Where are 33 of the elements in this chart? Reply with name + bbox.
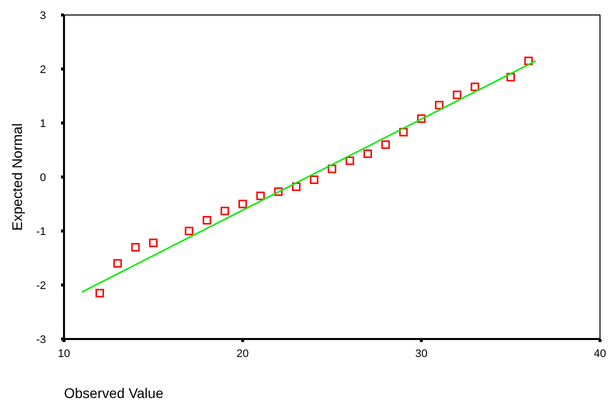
point [292,182,301,191]
y-tick-label: -1 [36,226,46,238]
x-axis-title: Observed Value [64,385,164,401]
y-tick-label: -2 [36,280,46,292]
x-tick-label: 20 [236,348,249,360]
point [328,164,336,174]
point [452,90,462,100]
point [256,192,265,200]
y-tick-label: 3 [40,10,46,22]
point [470,82,480,92]
x-tick-label: 30 [415,348,428,360]
point [149,238,158,248]
y-axis-title: Expected Normal [9,123,25,231]
point [238,200,247,208]
point [434,100,444,110]
point [131,242,140,252]
point [220,206,230,216]
point [202,216,212,224]
point [399,128,408,136]
point [524,56,533,66]
y-tick-label: 1 [40,118,46,130]
point [113,259,122,268]
y-tick-label: 2 [40,64,46,76]
point [310,175,318,184]
point [363,150,372,158]
point [381,140,390,149]
point [184,226,194,236]
point [346,156,354,166]
point [95,288,104,298]
y-tick-label: 0 [40,172,46,184]
x-tick-label: 10 [58,348,70,360]
x-tick-label: 40 [594,348,606,360]
y-tick-label: -3 [36,334,46,346]
